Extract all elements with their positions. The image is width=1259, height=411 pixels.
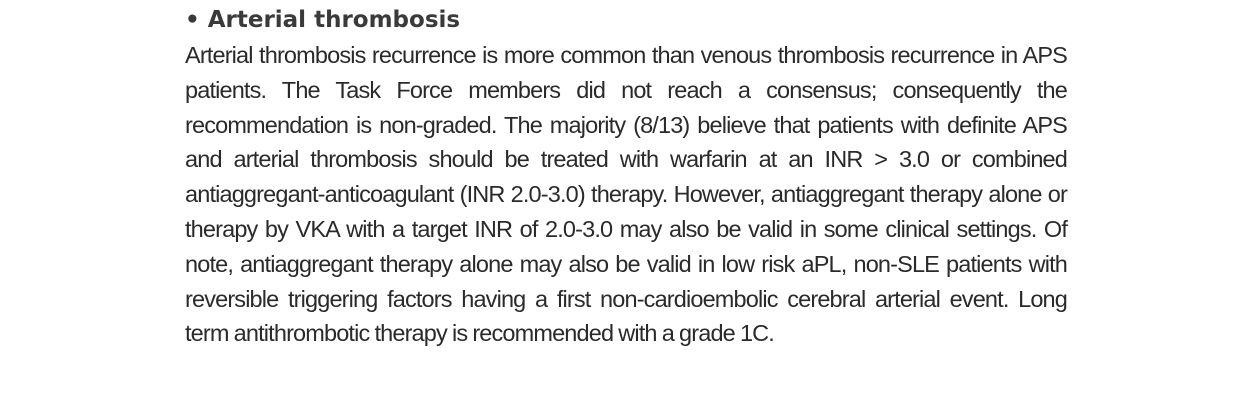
document-section: • Arterial thrombosis Arterial thrombosis… xyxy=(185,4,1068,351)
section-heading: • Arterial thrombosis xyxy=(185,4,1067,36)
body-paragraph: Arterial thrombosis recurrence is more c… xyxy=(185,42,1068,347)
section-heading-text: Arterial thrombosis xyxy=(207,7,461,33)
bullet-icon: • xyxy=(185,7,200,33)
